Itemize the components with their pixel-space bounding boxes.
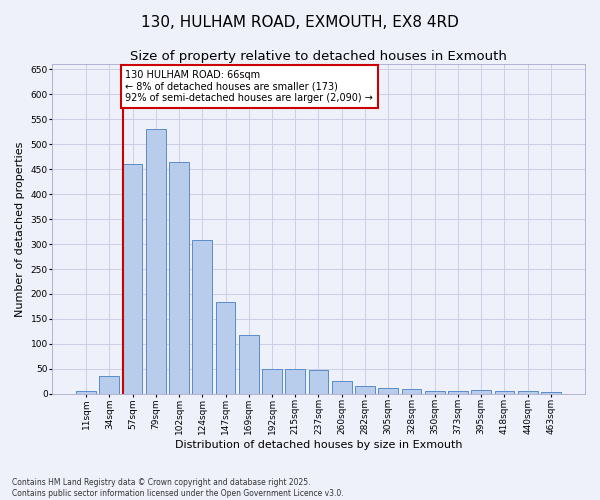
Bar: [169, 162, 189, 394]
Bar: [308, 370, 328, 394]
Bar: [122, 164, 142, 394]
Bar: [494, 392, 514, 394]
Bar: [355, 386, 375, 394]
X-axis label: Distribution of detached houses by size in Exmouth: Distribution of detached houses by size …: [175, 440, 462, 450]
Bar: [76, 392, 96, 394]
Bar: [262, 369, 282, 394]
Bar: [332, 381, 352, 394]
Bar: [425, 392, 445, 394]
Bar: [193, 240, 212, 394]
Bar: [239, 335, 259, 394]
Bar: [215, 302, 235, 394]
Text: 130 HULHAM ROAD: 66sqm
← 8% of detached houses are smaller (173)
92% of semi-det: 130 HULHAM ROAD: 66sqm ← 8% of detached …: [125, 70, 373, 103]
Bar: [471, 390, 491, 394]
Y-axis label: Number of detached properties: Number of detached properties: [15, 142, 25, 316]
Title: Size of property relative to detached houses in Exmouth: Size of property relative to detached ho…: [130, 50, 507, 63]
Bar: [100, 376, 119, 394]
Text: 130, HULHAM ROAD, EXMOUTH, EX8 4RD: 130, HULHAM ROAD, EXMOUTH, EX8 4RD: [141, 15, 459, 30]
Bar: [448, 392, 468, 394]
Bar: [518, 392, 538, 394]
Bar: [401, 390, 421, 394]
Bar: [541, 392, 561, 394]
Bar: [286, 369, 305, 394]
Bar: [146, 129, 166, 394]
Bar: [379, 388, 398, 394]
Text: Contains HM Land Registry data © Crown copyright and database right 2025.
Contai: Contains HM Land Registry data © Crown c…: [12, 478, 344, 498]
